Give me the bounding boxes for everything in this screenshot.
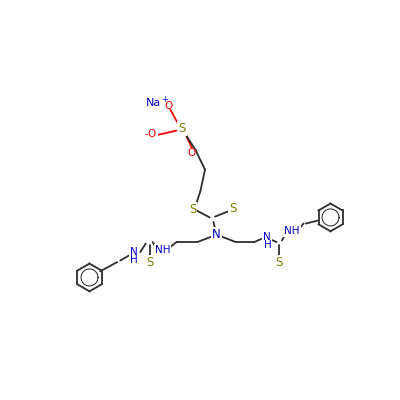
Text: S: S — [229, 202, 236, 215]
Text: +: + — [161, 95, 168, 104]
Text: -O: -O — [145, 129, 157, 139]
Text: O: O — [164, 101, 172, 111]
Text: NH: NH — [155, 245, 170, 255]
Text: S: S — [178, 122, 186, 135]
Text: S: S — [275, 256, 283, 268]
Text: S: S — [189, 203, 196, 216]
Text: N: N — [264, 232, 271, 242]
Text: S: S — [146, 256, 153, 268]
Text: N: N — [212, 228, 221, 241]
Text: H: H — [264, 240, 272, 250]
Text: NH: NH — [284, 226, 300, 236]
Text: N: N — [130, 247, 138, 257]
Text: H: H — [130, 255, 137, 265]
Text: O: O — [188, 148, 196, 158]
Text: Na: Na — [146, 98, 161, 108]
